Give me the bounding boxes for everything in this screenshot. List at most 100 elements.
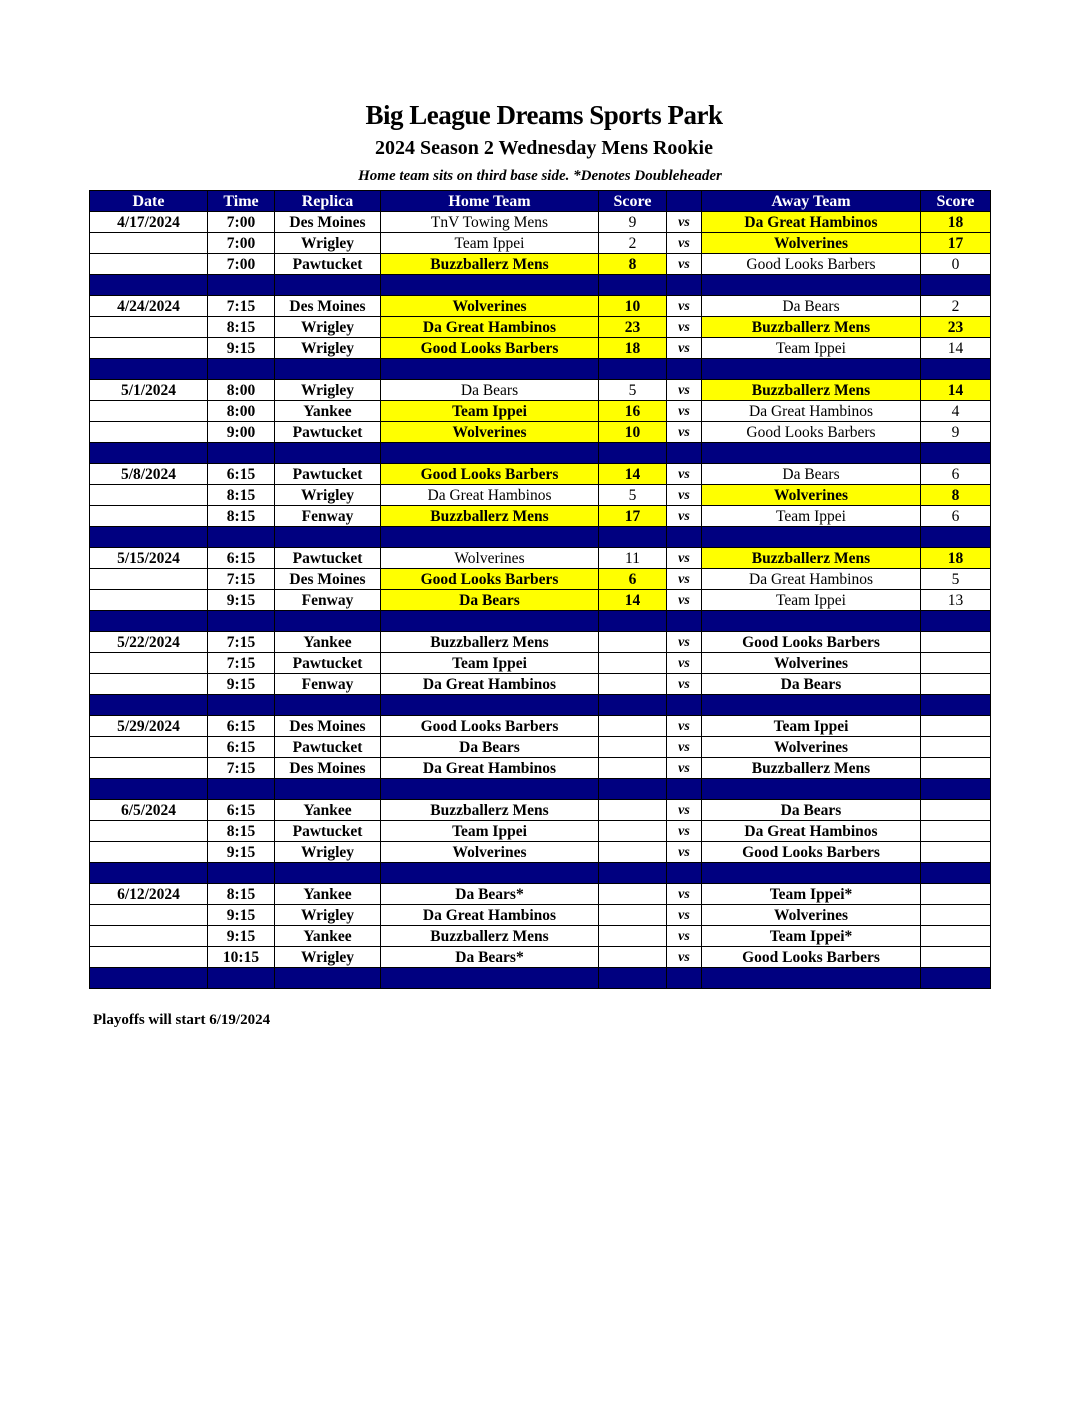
time-cell: 6:15 bbox=[207, 715, 275, 737]
home-score-cell bbox=[598, 652, 667, 674]
game-row: 6:15 Pawtucket Da Bears vs Wolverines bbox=[89, 736, 991, 758]
home-team-cell: Team Ippei bbox=[380, 820, 599, 842]
game-row: 6/5/2024 6:15 Yankee Buzzballerz Mens vs Da B… bbox=[89, 799, 991, 821]
home-score-cell: 23 bbox=[598, 316, 667, 338]
home-score-cell: 14 bbox=[598, 589, 667, 611]
game-row: 10:15 Wrigley Da Bears* vs Good Looks Barber… bbox=[89, 946, 991, 968]
playoffs-note: Playoffs will start 6/19/2024 bbox=[93, 1012, 271, 1028]
game-row: 7:00 Pawtucket Buzzballerz Mens 8 vs Good Loo… bbox=[89, 253, 991, 275]
home-team-cell: TnV Towing Mens bbox=[380, 211, 599, 233]
away-team-cell: Team Ippei bbox=[701, 589, 921, 611]
vs-cell: vs bbox=[666, 337, 702, 359]
date-cell: 5/15/2024 bbox=[89, 547, 208, 569]
separator-cell bbox=[701, 442, 921, 464]
away-score-cell bbox=[920, 673, 991, 695]
game-row: 5/15/2024 6:15 Pawtucket Wolverines 11 vs Buzz… bbox=[89, 547, 991, 569]
replica-cell: Wrigley bbox=[274, 337, 381, 359]
replica-cell: Yankee bbox=[274, 799, 381, 821]
vs-cell: vs bbox=[666, 400, 702, 422]
separator-cell bbox=[598, 526, 667, 548]
replica-cell: Pawtucket bbox=[274, 547, 381, 569]
away-score-cell: 6 bbox=[920, 463, 991, 485]
replica-cell: Pawtucket bbox=[274, 652, 381, 674]
away-score-cell: 13 bbox=[920, 589, 991, 611]
game-row: 9:15 Wrigley Da Great Hambinos vs Wolverines bbox=[89, 904, 991, 926]
game-row: 7:15 Pawtucket Team Ippei vs Wolverines bbox=[89, 652, 991, 674]
replica-cell: Fenway bbox=[274, 589, 381, 611]
time-cell: 9:15 bbox=[207, 337, 275, 359]
date-cell bbox=[89, 400, 208, 422]
replica-cell: Des Moines bbox=[274, 295, 381, 317]
time-cell: 7:00 bbox=[207, 253, 275, 275]
vs-cell: vs bbox=[666, 820, 702, 842]
page-subtitle: 2024 Season 2 Wednesday Mens Rookie bbox=[374, 137, 713, 159]
separator-cell bbox=[274, 778, 381, 800]
date-cell bbox=[89, 757, 208, 779]
away-score-cell bbox=[920, 904, 991, 926]
separator-cell bbox=[666, 358, 702, 380]
vs-cell: vs bbox=[666, 841, 702, 863]
separator-cell bbox=[666, 862, 702, 884]
date-cell bbox=[89, 337, 208, 359]
time-cell: 8:00 bbox=[207, 379, 275, 401]
home-score-cell: 18 bbox=[598, 337, 667, 359]
col-vs bbox=[666, 190, 702, 212]
time-cell: 8:15 bbox=[207, 883, 275, 905]
home-score-cell: 2 bbox=[598, 232, 667, 254]
vs-cell: vs bbox=[666, 484, 702, 506]
time-cell: 10:15 bbox=[207, 946, 275, 968]
replica-cell: Wrigley bbox=[274, 232, 381, 254]
separator-cell bbox=[920, 610, 991, 632]
replica-cell: Wrigley bbox=[274, 904, 381, 926]
away-score-cell: 14 bbox=[920, 337, 991, 359]
replica-cell: Pawtucket bbox=[274, 736, 381, 758]
home-score-cell: 8 bbox=[598, 253, 667, 275]
time-cell: 6:15 bbox=[207, 736, 275, 758]
game-row: 5/22/2024 7:15 Yankee Buzzballerz Mens vs Goo… bbox=[89, 631, 991, 653]
replica-cell: Fenway bbox=[274, 505, 381, 527]
separator-cell bbox=[89, 967, 208, 989]
separator-cell bbox=[207, 610, 275, 632]
date-cell bbox=[89, 925, 208, 947]
home-team-cell: Da Great Hambinos bbox=[380, 316, 599, 338]
home-team-cell: Buzzballerz Mens bbox=[380, 631, 599, 653]
game-row: 8:15 Wrigley Da Great Hambinos 5 vs Wolverine… bbox=[89, 484, 991, 506]
date-cell bbox=[89, 421, 208, 443]
away-score-cell bbox=[920, 946, 991, 968]
home-score-cell: 17 bbox=[598, 505, 667, 527]
separator-row bbox=[89, 862, 991, 884]
vs-cell: vs bbox=[666, 757, 702, 779]
date-cell: 6/5/2024 bbox=[89, 799, 208, 821]
date-cell: 5/29/2024 bbox=[89, 715, 208, 737]
time-cell: 7:15 bbox=[207, 295, 275, 317]
game-row: 9:15 Wrigley Wolverines vs Good Looks Barber… bbox=[89, 841, 991, 863]
separator-cell bbox=[598, 778, 667, 800]
home-score-cell: 10 bbox=[598, 421, 667, 443]
separator-cell bbox=[920, 358, 991, 380]
away-team-cell: Da Great Hambinos bbox=[701, 400, 921, 422]
away-team-cell: Buzzballerz Mens bbox=[701, 547, 921, 569]
time-cell: 8:15 bbox=[207, 505, 275, 527]
game-row: 6/12/2024 8:15 Yankee Da Bears* vs Team Ippei… bbox=[89, 883, 991, 905]
date-cell: 4/17/2024 bbox=[89, 211, 208, 233]
away-score-cell bbox=[920, 841, 991, 863]
home-team-cell: Wolverines bbox=[380, 547, 599, 569]
away-team-cell: Buzzballerz Mens bbox=[701, 757, 921, 779]
home-team-cell: Team Ippei bbox=[380, 652, 599, 674]
home-score-cell bbox=[598, 736, 667, 758]
home-team-cell: Team Ippei bbox=[380, 232, 599, 254]
separator-cell bbox=[666, 778, 702, 800]
date-cell bbox=[89, 232, 208, 254]
separator-cell bbox=[89, 778, 208, 800]
separator-cell bbox=[666, 694, 702, 716]
away-team-cell: Da Great Hambinos bbox=[701, 211, 921, 233]
away-score-cell: 0 bbox=[920, 253, 991, 275]
vs-cell: vs bbox=[666, 211, 702, 233]
col-time: Time bbox=[207, 190, 275, 212]
away-team-cell: Buzzballerz Mens bbox=[701, 379, 921, 401]
away-team-cell: Da Bears bbox=[701, 295, 921, 317]
away-score-cell: 2 bbox=[920, 295, 991, 317]
away-score-cell: 6 bbox=[920, 505, 991, 527]
time-cell: 9:00 bbox=[207, 421, 275, 443]
game-row: 7:15 Des Moines Da Great Hambinos vs Buzzbal… bbox=[89, 757, 991, 779]
